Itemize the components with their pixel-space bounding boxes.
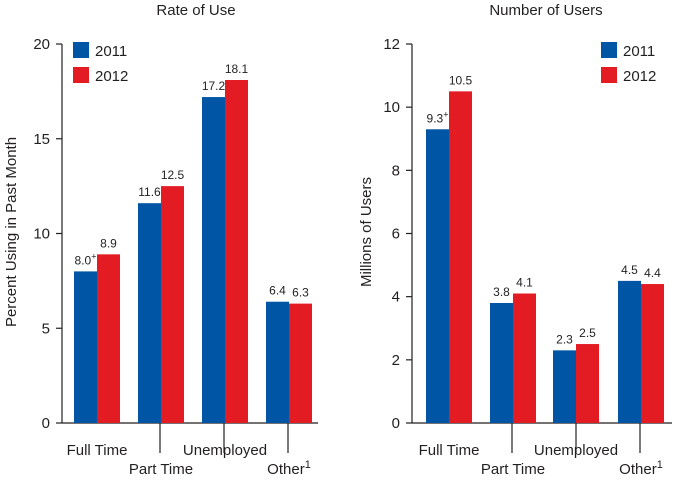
rate-data-label: 17.2 [202,79,226,93]
data-label-value: 18.1 [225,62,249,76]
rate-y-tick-label: 5 [42,320,50,337]
users-category-label: Full Time [419,442,480,459]
category-label-superscript: 1 [657,459,663,471]
users-data-label: 9.3+ [427,109,449,125]
data-label-value: 2.3 [556,332,573,346]
category-label-text: Full Time [67,442,128,459]
data-label-value: 4.1 [516,276,533,290]
data-label-value: 8.9 [100,236,117,250]
users-legend-swatch-2012 [601,67,617,83]
rate-bar-2011-0 [74,271,97,423]
data-label-value: 17.2 [202,79,226,93]
data-label-superscript: + [443,109,448,119]
data-label-value: 12.5 [161,168,185,182]
rate-bar-2012-0 [97,254,120,423]
data-label-value: 11.6 [138,185,161,199]
rate-y-axis-label: Percent Using in Past Month [3,137,20,327]
users-category-label: Unemployed [534,442,618,459]
users-data-label: 2.5 [579,326,596,340]
users-panel: Number of Users Millions of Users 0 2 4 6 8 10 1… [358,2,672,478]
data-label-value: 3.8 [493,285,510,299]
users-bar-2011-2 [553,350,576,423]
users-bar-2012-3 [641,284,664,423]
category-label-text: Full Time [419,442,480,459]
rate-chart-title: Rate of Use [156,2,235,19]
users-y-axis-label: Millions of Users [358,177,375,287]
rate-legend-label: 2012 [95,68,128,85]
users-legend-label: 2011 [623,43,655,60]
users-y-tick-label: 12 [383,36,400,53]
category-label-text: Unemployed [534,442,618,459]
users-y-tick-label: 2 [392,352,400,369]
data-label-value: 10.5 [449,73,473,87]
rate-y-tick-label: 20 [33,36,50,53]
data-label-value: 6.4 [269,284,286,298]
rate-category-label: Unemployed [183,442,267,459]
category-label-text: Part Time [481,461,545,478]
rate-data-label: 6.3 [292,286,309,300]
rate-legend-swatch-2011 [73,42,89,58]
users-bar-2011-0 [426,129,449,423]
rate-panel: Rate of Use Percent Using in Past Month 0 5… [3,2,318,478]
rate-bar-2012-2 [225,80,248,423]
users-legend-swatch-2011 [601,42,617,58]
users-legend-label: 2012 [623,68,656,85]
users-bar-2012-2 [576,344,599,423]
users-y-tick-label: 8 [392,162,400,179]
rate-bar-2011-3 [266,301,289,423]
data-label-superscript: + [91,251,96,261]
data-label-value: 9.3 [427,111,444,125]
category-label-text: Part Time [129,461,193,478]
rate-bar-2012-3 [289,303,312,423]
data-label-value: 4.4 [644,266,661,280]
rate-data-label: 8.0+ [75,251,97,267]
rate-category-label: Other1 [267,459,311,478]
users-y-tick-label: 6 [392,226,400,243]
users-data-label: 4.4 [644,266,661,280]
users-data-label: 2.3 [556,332,573,346]
rate-y-tick-label: 15 [33,131,50,148]
users-bar-2012-1 [513,293,536,423]
users-y-tick-label: 0 [392,415,400,432]
rate-data-label: 11.6 [138,185,161,199]
data-label-value: 2.5 [579,326,596,340]
category-label-text: Other [619,461,657,478]
rate-category-label: Full Time [67,442,128,459]
users-bar-2011-1 [490,302,513,423]
rate-data-label: 6.4 [269,284,286,298]
data-label-value: 4.5 [621,263,638,277]
users-data-label: 4.1 [516,276,533,290]
rate-data-label: 12.5 [161,168,185,182]
users-data-label: 4.5 [621,263,638,277]
category-label-text: Unemployed [183,442,267,459]
category-label-text: Other [267,461,305,478]
category-label-superscript: 1 [305,459,311,471]
rate-category-label: Part Time [129,461,193,478]
rate-bar-2011-2 [202,97,225,423]
rate-legend-label: 2011 [95,43,127,60]
rate-bar-2011-1 [138,203,161,423]
rate-y-tick-label: 0 [42,415,50,432]
rate-data-label: 8.9 [100,236,117,250]
rate-y-tick-label: 10 [33,226,50,243]
users-y-tick-label: 4 [392,289,400,306]
rate-data-label: 18.1 [225,62,249,76]
users-category-label: Part Time [481,461,545,478]
data-label-value: 6.3 [292,286,309,300]
rate-legend-swatch-2012 [73,67,89,83]
users-bar-2012-0 [449,91,472,423]
users-y-tick-label: 10 [383,99,400,116]
users-data-label: 3.8 [493,285,510,299]
users-category-label: Other1 [619,459,663,478]
data-label-value: 8.0 [75,253,92,267]
rate-bar-2012-1 [161,186,184,423]
users-chart-title: Number of Users [489,2,602,19]
users-data-label: 10.5 [449,73,473,87]
users-bar-2011-3 [618,280,641,423]
